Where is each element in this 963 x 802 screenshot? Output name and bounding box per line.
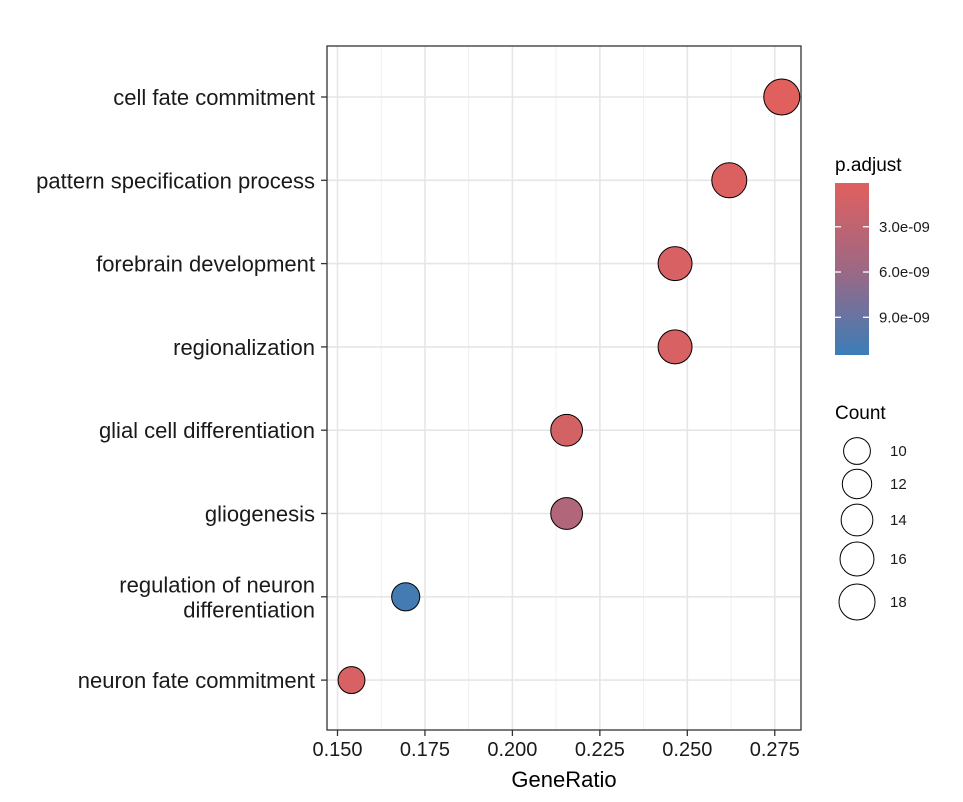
y-tick-label-line: pattern specification process bbox=[36, 168, 315, 193]
data-point bbox=[337, 666, 366, 695]
x-tick-label: 0.225 bbox=[575, 739, 625, 761]
size-legend-label: 14 bbox=[890, 512, 907, 529]
plot-background bbox=[327, 46, 801, 730]
y-tick-label: regulation of neuron differentiation bbox=[119, 572, 315, 622]
size-legend-label: 12 bbox=[890, 476, 907, 493]
size-legend: Count 10 12 14 16 18 bbox=[835, 403, 907, 621]
color-legend-tick-label: 3.0e-09 bbox=[879, 219, 930, 236]
y-tick-label-line: gliogenesis bbox=[205, 502, 315, 527]
y-tick-label: pattern specification process bbox=[36, 168, 315, 193]
size-legend-key bbox=[843, 437, 871, 465]
data-point bbox=[657, 329, 693, 365]
x-tick-label: 0.175 bbox=[400, 739, 450, 761]
y-tick-label-line: regulation of neuron bbox=[119, 572, 315, 597]
size-legend-label: 16 bbox=[890, 551, 907, 568]
y-axis: cell fate commitment pattern specificatio… bbox=[36, 85, 327, 693]
size-legend-key bbox=[838, 583, 876, 621]
data-points bbox=[337, 78, 801, 695]
y-tick-label-line: cell fate commitment bbox=[113, 85, 315, 110]
color-legend-title: p.adjust bbox=[835, 155, 902, 176]
y-tick-label: gliogenesis bbox=[205, 502, 315, 527]
y-tick-label: cell fate commitment bbox=[113, 85, 315, 110]
y-tick-label-line: differentiation bbox=[183, 597, 315, 622]
x-tick-label: 0.275 bbox=[750, 739, 800, 761]
size-legend-label: 18 bbox=[890, 594, 907, 611]
x-tick-label: 0.250 bbox=[662, 739, 712, 761]
x-tick-label: 0.200 bbox=[487, 739, 537, 761]
x-axis-title: GeneRatio bbox=[511, 767, 616, 792]
data-point bbox=[391, 582, 421, 612]
x-tick-label: 0.150 bbox=[312, 739, 362, 761]
size-legend-key bbox=[839, 541, 875, 577]
data-point bbox=[657, 246, 693, 282]
y-tick-label: glial cell differentiation bbox=[99, 418, 315, 443]
data-point bbox=[763, 78, 801, 116]
x-axis: 0.150 0.175 0.200 0.225 0.250 0.275 bbox=[312, 730, 800, 761]
data-point bbox=[550, 497, 583, 530]
y-tick-label: neuron fate commitment bbox=[78, 668, 315, 693]
y-tick-label-line: neuron fate commitment bbox=[78, 668, 315, 693]
data-point bbox=[550, 413, 583, 447]
y-tick-label: regionalization bbox=[173, 335, 315, 360]
y-tick-label-line: regionalization bbox=[173, 335, 315, 360]
color-legend-bar bbox=[835, 183, 869, 355]
size-legend-key bbox=[840, 503, 874, 537]
plot-border bbox=[326, 45, 802, 731]
size-legend-title: Count bbox=[835, 403, 886, 424]
y-tick-label-line: forebrain development bbox=[96, 252, 315, 277]
y-tick-label: forebrain development bbox=[96, 252, 315, 277]
color-legend: p.adjust 3.0e-09 6.0e-09 9.0e-09 bbox=[835, 155, 930, 355]
minor-grid bbox=[380, 46, 732, 730]
size-legend-key bbox=[841, 468, 873, 500]
size-legend-label: 10 bbox=[890, 443, 907, 460]
size-legend-items: 10 12 14 16 18 bbox=[838, 437, 907, 621]
data-point bbox=[711, 162, 748, 199]
color-legend-tick-label: 9.0e-09 bbox=[879, 309, 930, 326]
y-tick-label-line: glial cell differentiation bbox=[99, 418, 315, 443]
color-legend-tick-label: 6.0e-09 bbox=[879, 264, 930, 281]
color-legend-ticks: 3.0e-09 6.0e-09 9.0e-09 bbox=[835, 219, 930, 326]
